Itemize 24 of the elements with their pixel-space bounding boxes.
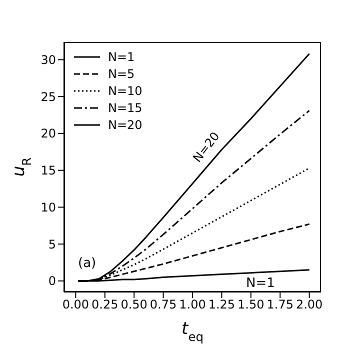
x-tick-label: 1.25 <box>208 298 236 312</box>
x-tick-label: 1.75 <box>266 298 294 312</box>
y-tick-label: 5 <box>48 237 56 252</box>
x-tick-label: 0.75 <box>150 298 177 312</box>
x-tick-label: 0.00 <box>62 298 90 312</box>
x-tick-label: 1.00 <box>179 298 206 312</box>
y-tick-label: 20 <box>40 126 56 141</box>
legend-label: N=15 <box>108 100 142 114</box>
legend-label: N=10 <box>108 84 142 98</box>
y-tick-label: 15 <box>40 164 56 178</box>
legend-label: N=20 <box>108 118 142 132</box>
y-tick-label: 30 <box>40 52 56 67</box>
x-tick-label: 0.25 <box>92 298 118 312</box>
y-tick-label: 10 <box>40 200 56 214</box>
x-tick-label: 0.50 <box>120 298 148 312</box>
x-tick-label: 2.00 <box>296 298 323 312</box>
annotation: (a) <box>78 256 96 271</box>
annotation: N=1 <box>246 276 275 291</box>
x-tick-label: 1.50 <box>238 298 264 312</box>
x-axis-title: t$_{eq}$ <box>182 319 204 344</box>
legend-label: N=1 <box>108 50 135 64</box>
y-tick-label: 25 <box>40 90 56 104</box>
y-tick-label: 0 <box>48 274 56 288</box>
legend-label: N=5 <box>108 66 135 80</box>
